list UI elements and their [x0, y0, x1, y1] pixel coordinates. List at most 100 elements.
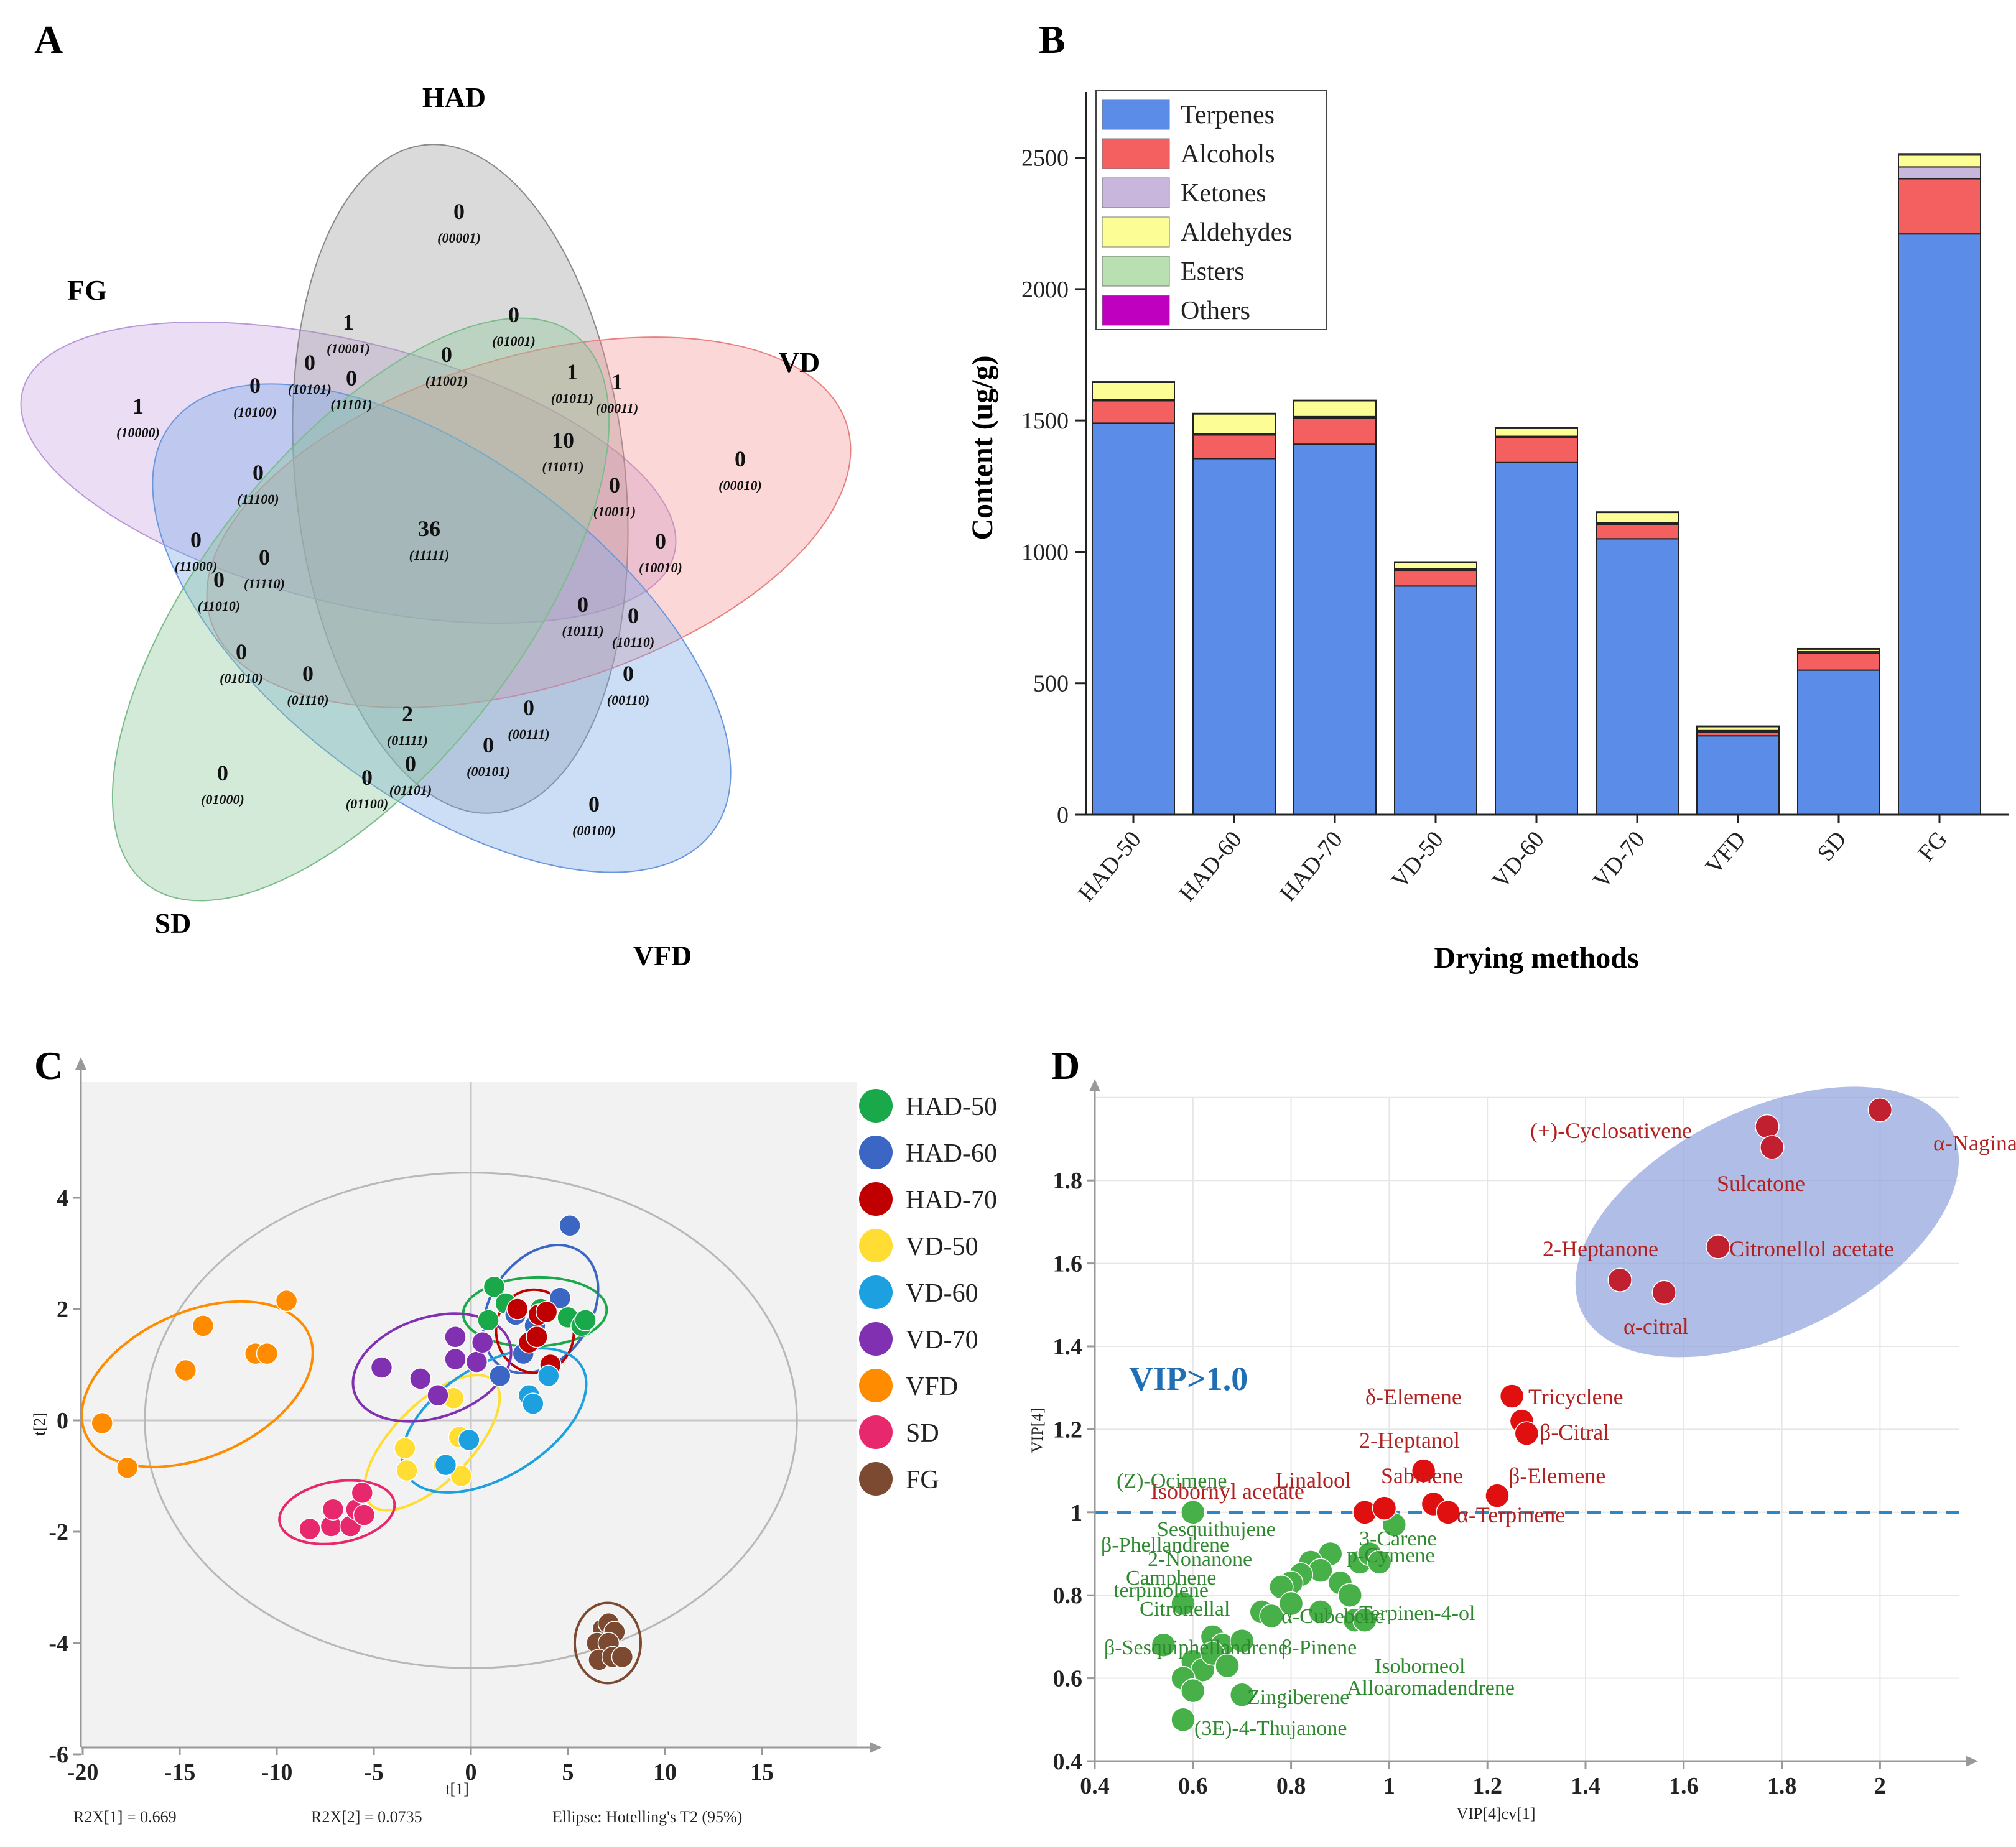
venn-set-label-sd: SD [155, 907, 192, 939]
pca-point-vfd [174, 1359, 197, 1382]
bar-xtick-label: FG [1913, 826, 1952, 866]
vip-label-red: δ-Elemene [1365, 1384, 1462, 1409]
venn-count-10010: 0 [655, 529, 666, 553]
vip-point-red [1485, 1483, 1510, 1508]
venn-code-01101: (01101) [389, 782, 432, 798]
pca-x-arrow [870, 1742, 882, 1753]
vip-point-red [1760, 1135, 1785, 1160]
venn-code-11011: (11011) [542, 459, 583, 474]
pca-grid [81, 1082, 857, 1747]
venn-count-11100: 0 [253, 460, 264, 485]
bar-segment-terpenes [1797, 669, 1880, 815]
bar-xtick-label: VD-60 [1487, 826, 1549, 894]
bar-segment-terpenes [1596, 538, 1679, 815]
venn-count-10111: 0 [577, 592, 588, 617]
vip-y-arrow [1089, 1079, 1100, 1091]
vip-point-green [1181, 1678, 1205, 1703]
pca-point-vd-60 [522, 1392, 544, 1415]
bar-ytick-label: 500 [1033, 671, 1069, 697]
vip-xtick-label: 2 [1874, 1773, 1886, 1799]
venn-count-00111: 0 [523, 695, 534, 720]
vip-point-green [1278, 1591, 1304, 1616]
pca-point-vd-70 [409, 1368, 432, 1390]
venn-set-label-fg: FG [67, 274, 107, 306]
pca-point-vfd [275, 1289, 298, 1312]
pca-footer-r2x1: R2X[1] = 0.669 [73, 1808, 177, 1826]
bar-x-ticks: HAD-50 HAD-60 HAD-70 VD-50 VD-60 VD-70 VFD SD FG [1073, 815, 1953, 907]
bar-segment-terpenes [1092, 422, 1175, 815]
vip-ytick-label: 1.4 [1053, 1334, 1083, 1360]
pca-point-vd-70 [370, 1356, 393, 1379]
bar-segment-terpenes [1495, 461, 1578, 815]
bar-segment-alcohols [1293, 417, 1377, 445]
vip-point-red [1607, 1267, 1632, 1293]
pca-legend-label-vd-60: VD-60 [906, 1279, 978, 1308]
venn-count-01011: 1 [567, 359, 578, 384]
bar-segment-aldehydes [1596, 512, 1679, 524]
bar-segment-aldehydes [1898, 154, 1981, 168]
vip-label-green: terpinolene [1113, 1579, 1209, 1602]
pca-ytick-label: 4 [57, 1185, 68, 1211]
panel-label-d: D [1051, 1044, 1080, 1088]
pca-point-vd-50 [396, 1459, 418, 1482]
vip-label-red: Isobornyl acetate [1151, 1479, 1304, 1504]
venn-code-11001: (11001) [425, 373, 468, 389]
vip-label-red: Citronellol acetate [1729, 1236, 1894, 1261]
bar-ytick-label: 1000 [1021, 539, 1069, 565]
pca-legend-label-had-50: HAD-50 [906, 1093, 997, 1121]
vip-label-green: Sesquithujene [1157, 1518, 1276, 1541]
bar-segment-ketones [1898, 166, 1981, 180]
vip-axes: 0.4 0.6 0.8 1 1.2 1.4 1.6 1.8 2 0.4 0.6 0.8 1 1.2 1.4 1… [1053, 1079, 1978, 1799]
venn-count-10101: 0 [304, 350, 315, 375]
pca-point-vd-60 [434, 1453, 457, 1476]
bar-legend-label-alcohols: Alcohols [1181, 140, 1275, 169]
venn-code-10011: (10011) [593, 504, 636, 519]
pca-point-had-70 [535, 1300, 558, 1323]
bar-segment-alcohols [1898, 178, 1981, 235]
vip-point-green [1229, 1682, 1255, 1708]
pca-point-had-70 [526, 1326, 548, 1348]
venn-code-00110: (00110) [607, 692, 649, 708]
vip-label-red: 2-Heptanol [1359, 1428, 1460, 1453]
pca-ytick-label: -6 [49, 1742, 68, 1768]
venn-code-11111: (11111) [409, 547, 450, 563]
venn-count-10000: 1 [132, 394, 144, 419]
bar-xtick-label: HAD-70 [1275, 826, 1348, 907]
bar-segment-aldehydes [1192, 413, 1276, 435]
venn-code-01000: (01000) [201, 792, 244, 807]
venn-count-11010: 0 [213, 567, 225, 592]
vip-label-green: Isoborneol [1375, 1655, 1465, 1678]
bar-segment-aldehydes [1092, 381, 1175, 400]
venn-code-01110: (01110) [287, 692, 328, 708]
vip-xtick-label: 0.4 [1080, 1773, 1110, 1799]
pca-legend-label-fg: FG [906, 1466, 939, 1494]
venn-code-01010: (01010) [220, 670, 263, 686]
venn-code-00111: (00111) [508, 726, 549, 742]
vip-label-red: Sulcatone [1717, 1171, 1805, 1196]
vip-label-green: Camphene [1126, 1567, 1216, 1590]
bar-segment-terpenes [1696, 735, 1780, 815]
bar-segment-alcohols [1596, 524, 1679, 540]
bar-xtick-label: VFD [1701, 826, 1751, 879]
pca-legend-label-sd: SD [906, 1419, 939, 1448]
venn-code-10111: (10111) [562, 623, 603, 639]
bar-legend-label-ketones: Ketones [1181, 179, 1266, 208]
venn-count-10001: 1 [343, 310, 354, 335]
pca-point-had-70 [506, 1298, 529, 1320]
pca-point-vd-70 [444, 1348, 467, 1371]
vip-point-red [1499, 1384, 1525, 1409]
venn-count-10110: 0 [628, 603, 639, 628]
venn-code-11010: (11010) [198, 598, 240, 614]
pca-point-had-50 [483, 1275, 506, 1298]
venn-set-label-vd: VD [779, 346, 820, 378]
vip-point-red [1755, 1114, 1780, 1139]
bar-segment-esters [1394, 561, 1477, 563]
vip-label-red: α-citral [1623, 1314, 1689, 1339]
venn-code-00101: (00101) [467, 764, 510, 779]
vip-label-green: (Z)-Ocimene [1117, 1470, 1227, 1493]
vip-point-red [1867, 1098, 1893, 1123]
pca-group-ellipse-vfd [80, 1300, 314, 1468]
pca-y-axis-label: t[2] [30, 1412, 49, 1436]
pca-legend-marker-vd-70 [859, 1322, 893, 1356]
